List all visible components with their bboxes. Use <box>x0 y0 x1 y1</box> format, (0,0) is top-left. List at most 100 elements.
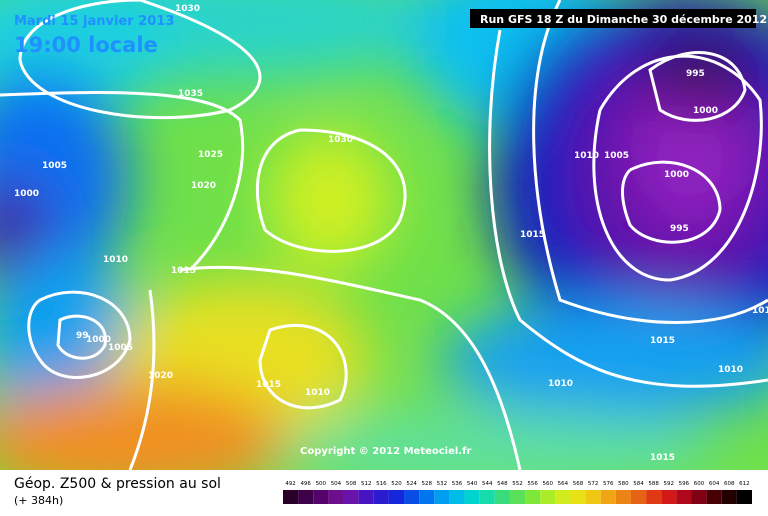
isobar-label: 1000 <box>86 335 111 345</box>
isobar <box>18 0 262 120</box>
isobar-label: 1010 <box>103 255 128 265</box>
isobar-labels: 1030103510251020100510001010101510309951… <box>14 4 768 463</box>
isobar-label: 1015 <box>650 453 675 463</box>
scale-label: 508 <box>346 481 357 487</box>
scale-label: 544 <box>482 481 493 487</box>
scale-swatch <box>479 490 495 504</box>
isobar-label: 1010 <box>574 151 599 161</box>
scale-label: 504 <box>331 481 342 487</box>
scale-label: 528 <box>421 481 432 487</box>
scale-swatch <box>509 490 526 504</box>
time: 19:00 locale <box>14 33 158 57</box>
scale-swatch <box>358 490 374 504</box>
isobar <box>27 290 132 379</box>
isobar-label: 1005 <box>42 161 67 171</box>
color-scale: 492 496 500 504 508 512 516 520 524 528 532 536 540 5… <box>283 481 752 504</box>
isobar <box>488 29 768 388</box>
scale-label: 608 <box>724 481 735 487</box>
scale-label: 552 <box>512 481 523 487</box>
scale-swatch <box>464 490 480 504</box>
footer-title: Géop. Z500 & pression au sol <box>14 476 221 492</box>
isobar-label: 1005 <box>108 343 133 353</box>
isobar <box>179 265 522 470</box>
isobar <box>255 128 407 253</box>
scale-swatch <box>298 490 314 504</box>
scale-label: 592 <box>664 481 675 487</box>
scale-label: 612 <box>739 481 750 487</box>
isobar-label: 995 <box>686 69 705 79</box>
scale-swatch <box>555 490 571 504</box>
isobar-label: 1030 <box>175 4 200 14</box>
scale-label: 548 <box>497 481 508 487</box>
isobar-label: 1015 <box>520 230 545 240</box>
scale-swatch <box>706 490 722 504</box>
scale-label: 536 <box>452 481 463 487</box>
isobar <box>128 289 156 470</box>
scale-swatch <box>570 490 586 504</box>
scale-label: 560 <box>543 481 554 487</box>
scale-swatch <box>388 490 405 504</box>
isobar-label: 101 <box>752 306 768 316</box>
isobar-label: 1010 <box>305 388 330 398</box>
isobar <box>0 91 244 272</box>
scale-swatch <box>343 490 359 504</box>
scale-label: 496 <box>300 481 311 487</box>
date: Mardi 15 janvier 2013 <box>14 14 174 29</box>
scale-label: 516 <box>376 481 387 487</box>
scale-swatch <box>328 490 344 504</box>
scale-swatch <box>676 490 692 504</box>
isobar <box>532 0 768 324</box>
copyright: Copyright © 2012 Meteociel.fr <box>300 446 471 457</box>
scale-swatch <box>691 490 707 504</box>
scale-label: 556 <box>527 481 538 487</box>
isobar-label: 1000 <box>693 106 718 116</box>
scale-label: 588 <box>648 481 659 487</box>
isobar-label: 1020 <box>191 181 216 191</box>
scale-swatch <box>661 490 677 504</box>
scale-label: 584 <box>633 481 644 487</box>
scale-label: 576 <box>603 481 614 487</box>
run-box <box>470 9 756 28</box>
isobar-label: 1010 <box>718 365 743 375</box>
scale-swatch <box>585 490 601 504</box>
isobar-label: 1030 <box>328 135 353 145</box>
isobar-label: 1015 <box>256 380 281 390</box>
scale-label: 604 <box>709 481 720 487</box>
isobar-label: 1035 <box>178 89 203 99</box>
isobar-label: 99 <box>76 331 89 341</box>
run-info: Run GFS 18 Z du Dimanche 30 décembre 201… <box>480 13 767 26</box>
scale-swatch <box>404 490 420 504</box>
isobar-label: 1010 <box>548 379 573 389</box>
isobar-label: 1025 <box>198 150 223 160</box>
scale-label: 524 <box>406 481 417 487</box>
scale-label: 568 <box>573 481 584 487</box>
scale-label: 520 <box>391 481 402 487</box>
scale-swatch <box>434 490 450 504</box>
scale-swatch <box>600 490 616 504</box>
isobar-label: 1005 <box>604 151 629 161</box>
isobar-label: 995 <box>670 224 689 234</box>
scale-swatch <box>525 490 541 504</box>
scale-swatch <box>313 490 329 504</box>
scale-swatch <box>615 490 631 504</box>
scale-swatch <box>283 490 299 504</box>
scale-swatch <box>419 490 435 504</box>
isobar <box>258 323 348 410</box>
footer-lead: (+ 384h) <box>14 494 63 507</box>
scale-label: 540 <box>467 481 478 487</box>
scale-label: 600 <box>694 481 705 487</box>
scale-swatch <box>494 490 510 504</box>
isobar-label: 1000 <box>14 189 39 199</box>
scale-swatch <box>646 490 662 504</box>
field <box>0 0 768 470</box>
isobar <box>56 314 107 360</box>
isobar-label: 1015 <box>171 266 196 276</box>
scale-label: 572 <box>588 481 599 487</box>
isobar-label: 1015 <box>650 336 675 346</box>
scale-swatch <box>721 490 737 504</box>
scale-swatch <box>540 490 556 504</box>
isobar-label: 1020 <box>148 371 173 381</box>
scale-label: 532 <box>437 481 448 487</box>
scale-label: 500 <box>316 481 327 487</box>
